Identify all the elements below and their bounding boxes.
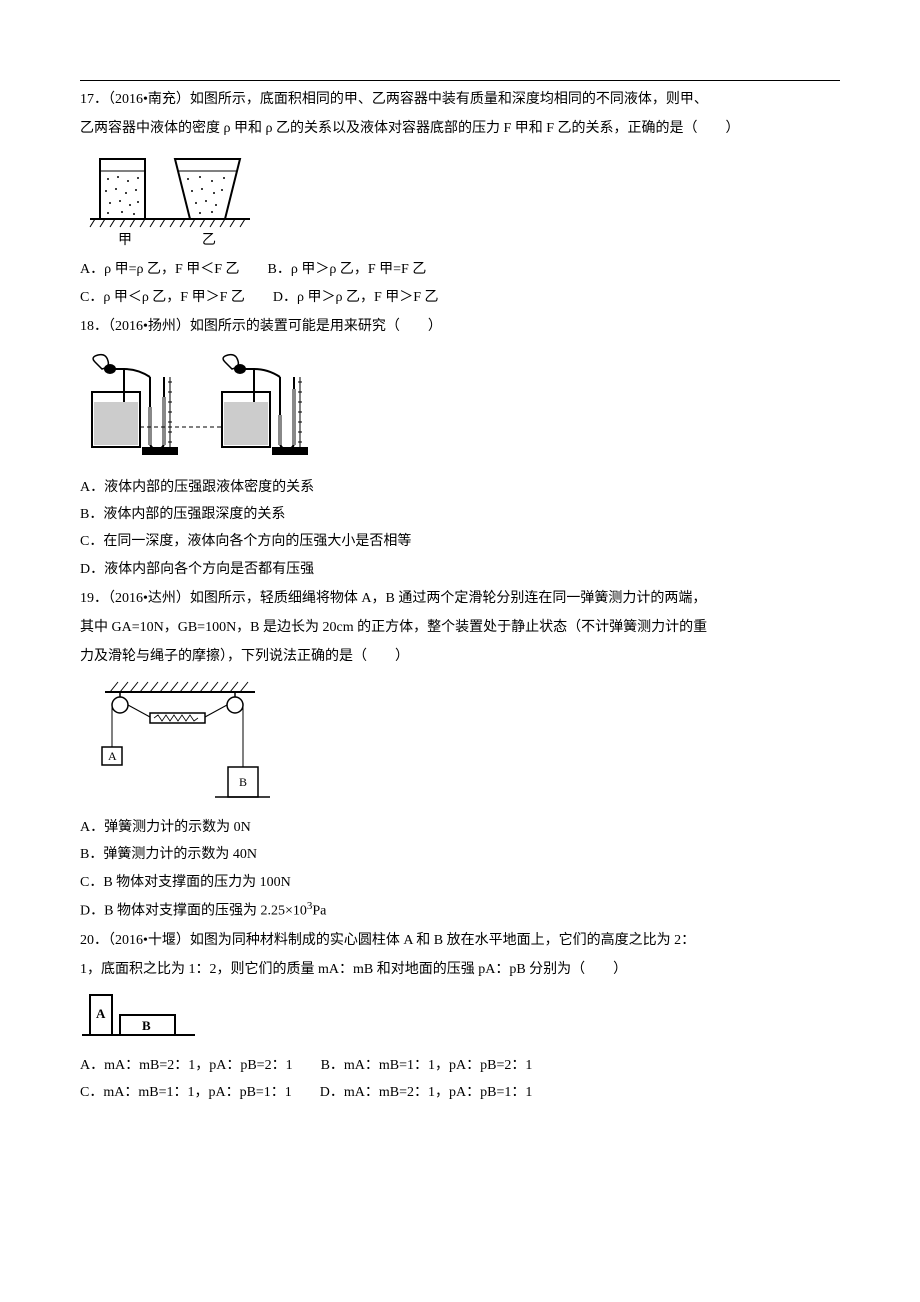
q19-optD-post: Pa (312, 903, 326, 918)
q19-text3: 力及滑轮与绳子的摩擦），下列说法正确的是（ ） (80, 644, 840, 669)
q20-figure: A B (80, 990, 840, 1045)
q19-text2: 其中 GA=10N，GB=100N，B 是边长为 20cm 的正方体，整个装置处… (80, 615, 840, 640)
q17-source: （2016•南充） (108, 92, 190, 107)
q17-options-line1: A．ρ 甲=ρ 乙，F 甲＜F 乙 B．ρ 甲＞ρ 乙，F 甲=F 乙 (80, 257, 840, 282)
q19-optB: B．弹簧测力计的示数为 40N (80, 842, 840, 867)
q19-label-A: A (108, 749, 117, 763)
q19-figure: A B (80, 677, 840, 807)
q19-optD: D．B 物体对支撑面的压强为 2.25×103Pa (80, 897, 840, 924)
q17-line2: 乙两容器中液体的密度 ρ 甲和 ρ 乙的关系以及液体对容器底部的压力 F 甲和 … (80, 121, 740, 136)
q17-label-yi: 乙 (202, 232, 216, 248)
q20-text: 20．（2016•十堰）如图为同种材料制成的实心圆柱体 A 和 B 放在水平地面… (80, 928, 840, 953)
q17-figure: 甲 乙 (80, 149, 840, 249)
q20-label-B: B (142, 1018, 151, 1033)
q19-optC: C．B 物体对支撑面的压力为 100N (80, 870, 840, 895)
containers-icon: 甲 乙 (80, 149, 280, 249)
q17-number: 17． (80, 92, 108, 107)
q20-text2: 1，底面积之比为 1：2，则它们的质量 mA：mB 和对地面的压强 pA：pB … (80, 957, 840, 982)
q19-text: 19．（2016•达州）如图所示，轻质细绳将物体 A，B 通过两个定滑轮分别连在… (80, 586, 840, 611)
q17-label-jia: 甲 (118, 233, 132, 248)
q18-optB: B．液体内部的压强跟深度的关系 (80, 502, 840, 527)
q20-options-line2: C．mA：mB=1：1，pA：pB=1：1 D．mA：mB=2：1，pA：pB=… (80, 1080, 840, 1105)
q18-optC: C．在同一深度，液体向各个方向的压强大小是否相等 (80, 529, 840, 554)
q17-text2: 乙两容器中液体的密度 ρ 甲和 ρ 乙的关系以及液体对容器底部的压力 F 甲和 … (80, 116, 840, 141)
q18-optD: D．液体内部向各个方向是否都有压强 (80, 557, 840, 582)
q19-number: 19． (80, 591, 108, 606)
q20-label-A: A (96, 1006, 106, 1021)
q20-number: 20． (80, 933, 108, 948)
q18-optA: A．液体内部的压强跟液体密度的关系 (80, 475, 840, 500)
q20-line1: 如图为同种材料制成的实心圆柱体 A 和 B 放在水平地面上，它们的高度之比为 2… (190, 933, 695, 948)
q19-optD-pre: D．B 物体对支撑面的压强为 2.25×10 (80, 903, 307, 918)
q18-source: （2016•扬州） (108, 319, 190, 334)
q17-text: 17．（2016•南充）如图所示，底面积相同的甲、乙两容器中装有质量和深度均相同… (80, 87, 840, 112)
pulley-system-icon: A B (80, 677, 280, 807)
q20-source: （2016•十堰） (108, 933, 190, 948)
q19-source: （2016•达州） (108, 591, 190, 606)
cylinders-icon: A B (80, 990, 210, 1045)
q19-label-B: B (239, 775, 247, 789)
q20-options-line1: A．mA：mB=2：1，pA：pB=2：1 B．mA：mB=1：1，pA：pB=… (80, 1053, 840, 1078)
q18-figure (80, 347, 840, 467)
q18-number: 18． (80, 319, 108, 334)
q19-line1: 如图所示，轻质细绳将物体 A，B 通过两个定滑轮分别连在同一弹簧测力计的两端， (190, 591, 706, 606)
pressure-apparatus-icon (80, 347, 340, 467)
q17-line1: 如图所示，底面积相同的甲、乙两容器中装有质量和深度均相同的不同液体，则甲、 (190, 92, 708, 107)
q18-line: 如图所示的装置可能是用来研究（ ） (190, 319, 442, 334)
q19-optA: A．弹簧测力计的示数为 0N (80, 815, 840, 840)
q18-text: 18．（2016•扬州）如图所示的装置可能是用来研究（ ） (80, 314, 840, 339)
top-rule (80, 80, 840, 81)
q17-options-line2: C．ρ 甲＜ρ 乙，F 甲＞F 乙 D．ρ 甲＞ρ 乙，F 甲＞F 乙 (80, 285, 840, 310)
